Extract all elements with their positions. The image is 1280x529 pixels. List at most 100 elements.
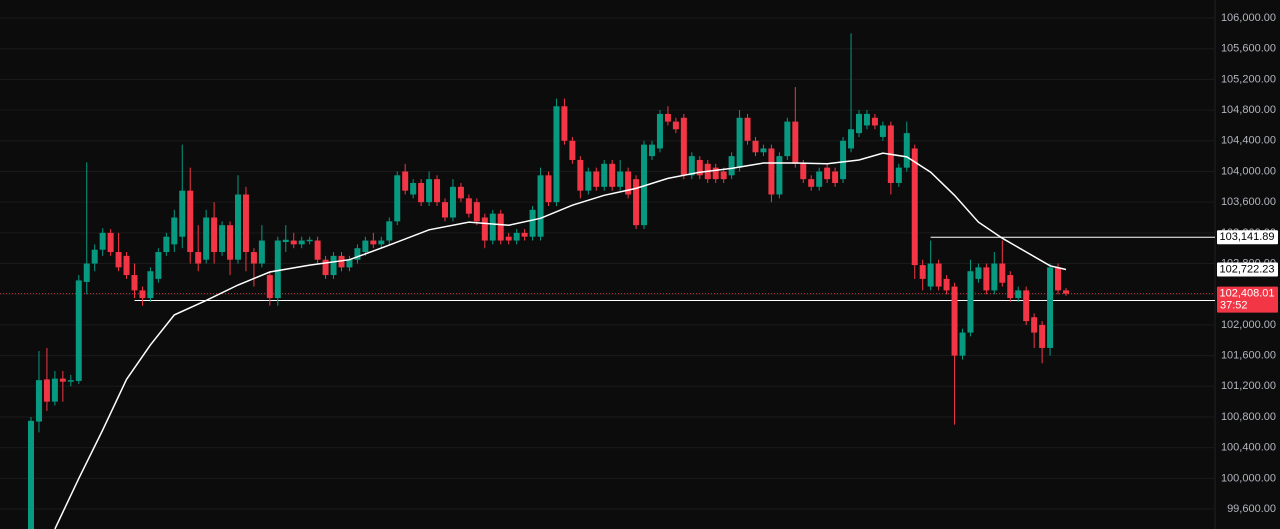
candle-body	[633, 179, 640, 226]
candle-body	[1047, 267, 1054, 348]
candle-body	[967, 271, 974, 333]
candle-body	[274, 240, 281, 299]
candle-body	[848, 129, 855, 149]
candle-body	[752, 140, 759, 153]
candle-body	[959, 332, 966, 356]
candle-body	[187, 190, 194, 253]
candle-body	[465, 198, 472, 214]
y-tick-label: 105,600.00	[1221, 43, 1276, 55]
candle-body	[696, 159, 703, 176]
candle-body	[43, 379, 50, 402]
candle-body	[489, 213, 496, 241]
candle-body	[203, 217, 210, 260]
candle-body	[442, 202, 448, 218]
candle-body	[370, 240, 377, 245]
y-tick-label: 102,000.00	[1221, 319, 1276, 331]
countdown: 37:52	[1220, 300, 1248, 312]
y-tick-label: 101,600.00	[1221, 350, 1276, 362]
candle-body	[609, 163, 616, 187]
candle-body	[219, 225, 226, 253]
candle-body	[67, 380, 74, 382]
candle-body	[330, 255, 337, 276]
ma-label: 102,722.23	[1219, 263, 1274, 275]
candle-body	[513, 232, 520, 241]
candle-body	[561, 106, 568, 141]
candle-body	[800, 163, 807, 180]
candle-body	[680, 117, 687, 176]
candle-body	[784, 121, 791, 157]
candle-body	[322, 259, 329, 276]
candle-body	[386, 221, 393, 241]
candle-body	[728, 156, 735, 176]
candle-body	[1039, 324, 1046, 348]
candle-body	[179, 190, 186, 237]
candle-body	[808, 179, 815, 187]
level-label: 103,141.89	[1219, 231, 1274, 243]
candle-body	[840, 140, 847, 180]
candle-body	[147, 271, 154, 299]
candle-body	[736, 117, 743, 168]
candle-body	[163, 236, 170, 253]
candle-body	[529, 209, 536, 237]
last-price-label: 102,408.01	[1219, 288, 1274, 300]
candle-body	[649, 144, 655, 157]
candle-body	[227, 225, 234, 260]
candle-body	[664, 113, 671, 122]
candle-body	[1063, 290, 1069, 294]
candle-body	[481, 217, 488, 241]
y-tick-label: 99,600.00	[1227, 503, 1276, 515]
y-tick-label: 101,200.00	[1221, 380, 1276, 392]
candle-body	[776, 156, 783, 195]
candle-body	[863, 113, 870, 126]
candle-body	[593, 171, 600, 187]
candle-body	[672, 121, 679, 130]
candle-body	[1023, 290, 1030, 322]
candle-body	[75, 280, 82, 381]
candle-body	[656, 113, 663, 149]
candle-body	[473, 202, 480, 222]
candle-body	[935, 263, 942, 287]
candle-body	[59, 378, 66, 382]
candle-body	[91, 249, 98, 264]
candle-body	[760, 148, 767, 153]
y-tick-label: 100,000.00	[1221, 472, 1276, 484]
candle-body	[871, 117, 878, 126]
candle-body	[569, 140, 576, 160]
candle-body	[282, 239, 289, 243]
candle-body	[927, 263, 934, 287]
level-label-box	[1217, 230, 1278, 245]
candle-body	[1007, 275, 1014, 299]
candle-body	[426, 179, 433, 203]
candle-body	[28, 420, 34, 529]
candle-body	[155, 252, 162, 279]
y-tick-label: 104,000.00	[1221, 165, 1276, 177]
candle-body	[123, 255, 130, 276]
candle-body	[378, 240, 385, 245]
y-tick-label: 105,200.00	[1221, 73, 1276, 85]
candle-body	[911, 148, 918, 266]
candle-body	[832, 171, 839, 183]
candle-body	[362, 240, 369, 253]
candle-body	[171, 217, 178, 245]
candle-body	[999, 263, 1006, 283]
y-tick-label: 100,800.00	[1221, 411, 1276, 423]
candle-body	[879, 125, 886, 137]
candle-body	[394, 175, 401, 222]
candle-body	[497, 213, 504, 241]
candle-body	[115, 252, 122, 268]
candle-body	[903, 133, 910, 168]
candle-body	[545, 175, 552, 203]
candle-body	[983, 267, 990, 291]
candle-body	[139, 290, 146, 299]
candle-body	[601, 163, 608, 187]
candle-body	[712, 167, 719, 180]
candle-body	[107, 232, 114, 253]
candle-body	[521, 232, 528, 237]
candle-body	[768, 148, 775, 195]
candle-body	[410, 182, 417, 195]
candle-body	[266, 275, 273, 299]
candle-body	[51, 378, 58, 402]
candle-body	[258, 240, 265, 264]
candle-body	[449, 186, 456, 218]
